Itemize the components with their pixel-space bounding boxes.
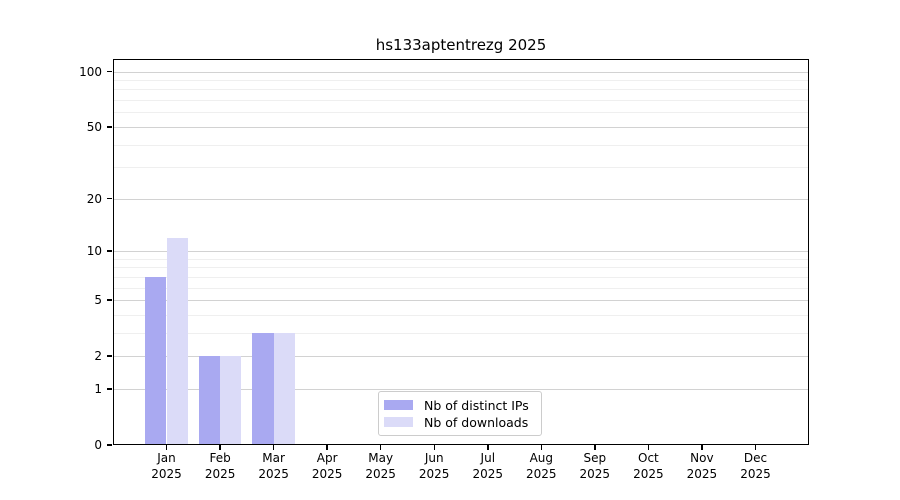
y-axis-tick — [107, 444, 112, 446]
major-gridline — [113, 71, 809, 73]
bar-feb-distinct-ips — [198, 356, 221, 445]
y-axis-tick — [107, 299, 112, 301]
minor-gridline — [113, 144, 809, 146]
legend-swatch-downloads — [384, 417, 413, 427]
legend: Nb of distinct IPs Nb of downloads — [378, 391, 542, 436]
minor-gridline — [113, 100, 809, 102]
major-gridline — [113, 251, 809, 252]
legend-label-distinct-ips: Nb of distinct IPs — [424, 397, 529, 413]
minor-gridline — [113, 314, 809, 316]
x-axis-tick — [540, 445, 543, 450]
x-axis-label: Apr 2025 — [311, 451, 343, 481]
bar-jan-distinct-ips — [145, 276, 167, 445]
minor-gridline — [113, 267, 809, 269]
y-axis-label: 100 — [79, 64, 102, 79]
x-axis-label: Feb 2025 — [204, 451, 236, 481]
x-axis-label: Jun 2025 — [418, 451, 450, 481]
legend-item-distinct-ips: Nb of distinct IPs — [384, 397, 532, 413]
y-axis-tick — [107, 126, 112, 128]
y-axis-label: 50 — [86, 119, 102, 134]
y-axis-label: 0 — [94, 438, 102, 452]
y-axis-tick — [107, 70, 112, 73]
x-axis-label: Jul 2025 — [472, 451, 504, 481]
x-axis-tick — [647, 445, 650, 450]
y-axis-tick — [107, 355, 112, 357]
minor-gridline — [113, 80, 809, 81]
y-axis-label: 20 — [86, 191, 102, 206]
y-axis-tick — [107, 388, 112, 390]
x-axis-tick — [379, 445, 382, 450]
minor-gridline — [113, 112, 809, 114]
minor-gridline — [113, 332, 809, 334]
minor-gridline — [113, 89, 809, 91]
y-axis-tick — [107, 250, 112, 252]
x-axis-tick — [326, 445, 328, 450]
x-axis-label: Sep 2025 — [579, 451, 611, 481]
minor-gridline — [113, 276, 809, 278]
x-axis-tick — [165, 445, 168, 450]
x-axis-tick — [594, 445, 596, 450]
x-axis-tick — [754, 445, 757, 450]
minor-gridline — [113, 287, 809, 289]
x-axis-tick — [272, 445, 275, 450]
x-axis-label: Oct 2025 — [633, 451, 664, 481]
y-axis-label: 5 — [94, 293, 102, 307]
chart-title: hs133aptentrezg 2025 — [375, 36, 547, 54]
major-gridline — [113, 198, 809, 200]
x-axis-label: Nov 2025 — [686, 451, 718, 481]
y-axis-tick — [107, 197, 112, 200]
major-gridline — [113, 388, 809, 390]
major-gridline — [113, 356, 809, 358]
legend-item-downloads: Nb of downloads — [384, 414, 532, 430]
bar-mar-downloads — [273, 332, 295, 445]
minor-gridline — [113, 167, 809, 169]
y-axis-label: 2 — [94, 349, 102, 364]
x-axis-label: Mar 2025 — [258, 451, 289, 481]
x-axis-label: Aug 2025 — [526, 451, 557, 481]
bar-jan-downloads — [166, 237, 188, 445]
major-gridline — [113, 300, 809, 301]
bar-mar-distinct-ips — [252, 332, 274, 445]
plot-area-border — [113, 59, 809, 445]
x-axis-tick — [487, 445, 489, 450]
minor-gridline — [113, 258, 809, 260]
bar-feb-downloads — [220, 356, 242, 445]
legend-swatch-distinct-ips — [384, 400, 413, 410]
x-axis-tick — [219, 445, 221, 450]
legend-label-downloads: Nb of downloads — [424, 414, 529, 430]
x-axis-tick — [701, 445, 703, 450]
x-axis-tick — [433, 445, 435, 450]
y-axis-label: 10 — [86, 244, 102, 258]
x-axis-label: May 2025 — [365, 451, 396, 481]
x-axis-label: Jan 2025 — [151, 451, 182, 481]
y-axis-label: 1 — [94, 381, 102, 396]
x-axis-label: Dec 2025 — [740, 451, 771, 481]
major-gridline — [113, 126, 809, 128]
